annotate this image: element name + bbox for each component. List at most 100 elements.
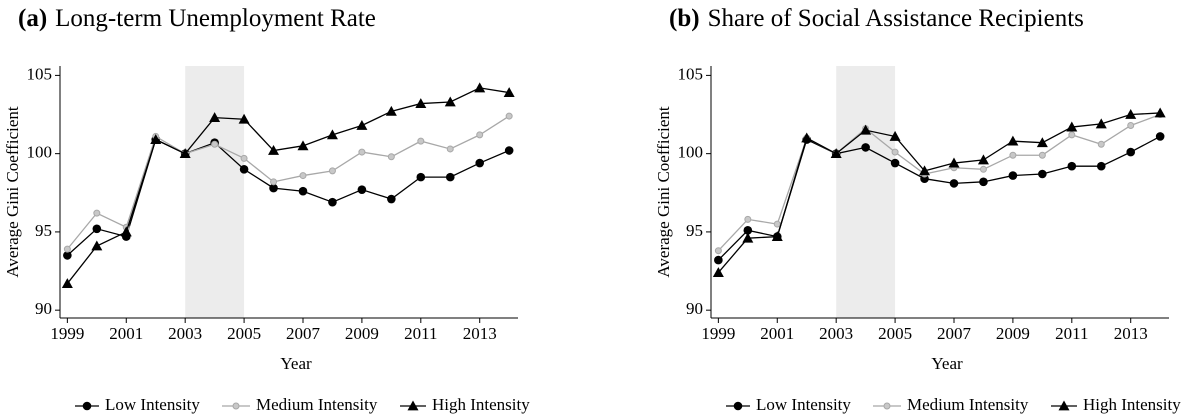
marker xyxy=(890,158,900,168)
marker xyxy=(979,177,988,187)
series-line xyxy=(717,113,1161,252)
marker xyxy=(773,220,781,228)
legend-marker xyxy=(407,400,419,411)
y-axis-label: Average Gini Coefficient xyxy=(3,106,22,277)
x-tick-label: 2001 xyxy=(109,324,143,343)
marker xyxy=(474,82,486,93)
legend-label: High Intensity xyxy=(432,395,530,414)
marker xyxy=(92,224,102,234)
legend-label: Low Intensity xyxy=(105,395,200,414)
marker xyxy=(387,194,396,204)
marker xyxy=(209,112,221,123)
shaded-period xyxy=(836,66,896,318)
marker xyxy=(504,146,514,155)
y-tick-label: 95 xyxy=(35,221,52,240)
marker xyxy=(860,124,872,135)
x-axis-label: Year xyxy=(931,354,963,373)
series-line xyxy=(717,112,1161,274)
marker xyxy=(358,148,366,156)
y-tick-label: 105 xyxy=(678,64,704,83)
marker xyxy=(476,131,484,139)
marker xyxy=(1038,169,1047,179)
y-tick-label: 100 xyxy=(678,143,704,162)
marker xyxy=(61,278,73,288)
x-tick-label: 2003 xyxy=(168,324,202,343)
marker xyxy=(771,231,783,242)
panel-title: (b) Share of Social Assistance Recipients xyxy=(669,5,1084,32)
legend-label: High Intensity xyxy=(1083,395,1181,414)
marker xyxy=(1097,140,1105,148)
x-tick-label: 2007 xyxy=(937,324,972,343)
legend-label: Medium Intensity xyxy=(256,395,378,414)
marker xyxy=(1125,109,1137,119)
marker xyxy=(949,179,959,188)
title-text: Share of Social Assistance Recipients xyxy=(708,5,1084,32)
marker xyxy=(1127,121,1135,129)
marker xyxy=(446,145,454,153)
marker xyxy=(1036,137,1048,148)
marker xyxy=(444,96,456,107)
x-tick-label: 2003 xyxy=(819,324,853,343)
marker xyxy=(270,178,278,186)
panel-label: (a) xyxy=(18,5,47,32)
legend-label: Low Intensity xyxy=(756,395,851,414)
marker xyxy=(240,154,248,162)
x-tick-label: 2009 xyxy=(996,324,1030,343)
marker xyxy=(801,132,813,143)
y-tick-label: 90 xyxy=(35,299,52,318)
marker xyxy=(1066,121,1078,132)
marker xyxy=(889,130,901,141)
marker xyxy=(356,119,368,130)
marker xyxy=(297,140,309,151)
shaded-period xyxy=(185,66,245,318)
marker xyxy=(505,112,513,120)
marker xyxy=(861,143,870,152)
marker xyxy=(1095,118,1107,129)
x-axis-label: Year xyxy=(280,354,312,373)
marker xyxy=(387,153,395,161)
x-tick-label: 2005 xyxy=(227,324,261,343)
legend-marker xyxy=(883,402,891,410)
marker xyxy=(742,232,754,243)
legend-marker xyxy=(82,401,92,411)
marker xyxy=(93,209,101,217)
marker xyxy=(91,240,103,251)
marker xyxy=(891,148,899,156)
x-tick-label: 2009 xyxy=(345,324,379,343)
marker xyxy=(326,129,338,140)
marker xyxy=(714,255,723,265)
marker xyxy=(948,157,960,168)
marker xyxy=(714,247,722,255)
marker xyxy=(712,267,724,278)
series-line xyxy=(66,138,510,256)
marker xyxy=(63,251,72,260)
y-axis-label: Average Gini Coefficient xyxy=(654,106,673,277)
marker xyxy=(744,215,752,223)
x-tick-label: 2013 xyxy=(463,324,497,343)
marker xyxy=(63,245,71,253)
x-tick-label: 2007 xyxy=(286,324,321,343)
y-tick-label: 95 xyxy=(686,221,703,240)
marker xyxy=(743,226,753,235)
y-tick-label: 90 xyxy=(686,299,703,318)
marker xyxy=(475,158,485,168)
y-tick-label: 105 xyxy=(27,64,53,83)
series-line xyxy=(66,115,510,250)
panel-label: (b) xyxy=(669,5,700,32)
y-tick-label: 100 xyxy=(27,143,53,162)
marker xyxy=(299,172,307,180)
marker xyxy=(238,113,250,124)
x-tick-label: 2011 xyxy=(1055,324,1088,343)
marker xyxy=(1154,107,1166,118)
series-line xyxy=(717,135,1161,261)
marker xyxy=(268,145,280,155)
legend-marker xyxy=(1058,400,1070,411)
marker xyxy=(239,165,249,174)
marker xyxy=(979,165,987,173)
marker xyxy=(1067,161,1077,171)
marker xyxy=(328,167,336,175)
marker xyxy=(1038,151,1046,159)
marker xyxy=(328,197,337,207)
